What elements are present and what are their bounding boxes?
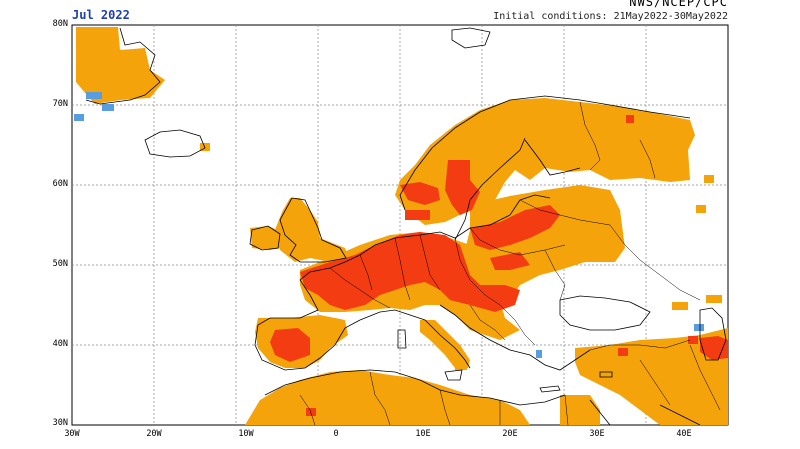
country-borders — [299, 101, 721, 426]
lon-label-30w: 30W — [64, 429, 80, 439]
below-normal-region — [74, 92, 704, 358]
lat-label-60n: 60N — [52, 179, 68, 189]
forecast-month-label: Jul 2022 — [72, 8, 130, 22]
lon-label-10w: 10W — [238, 429, 254, 439]
lon-label-30e: 30E — [589, 429, 605, 439]
lat-label-40n: 40N — [52, 339, 68, 349]
lat-label-70n: 70N — [52, 99, 68, 109]
lon-label-0: 0 — [333, 429, 339, 439]
lat-label-80n: 80N — [52, 19, 68, 29]
initial-conditions-label: Initial conditions: 21May2022-30May2022 — [493, 11, 728, 22]
lon-label-20e: 20E — [502, 429, 518, 439]
lon-label-10e: 10E — [415, 429, 431, 439]
much-above-normal-region — [270, 115, 728, 416]
lon-label-40e: 40E — [676, 429, 692, 439]
agency-label: NWS/NCEP/CPC — [629, 0, 728, 9]
lat-label-30n: 30N — [52, 418, 68, 428]
lat-label-50n: 50N — [52, 259, 68, 269]
lon-label-20w: 20W — [146, 429, 162, 439]
